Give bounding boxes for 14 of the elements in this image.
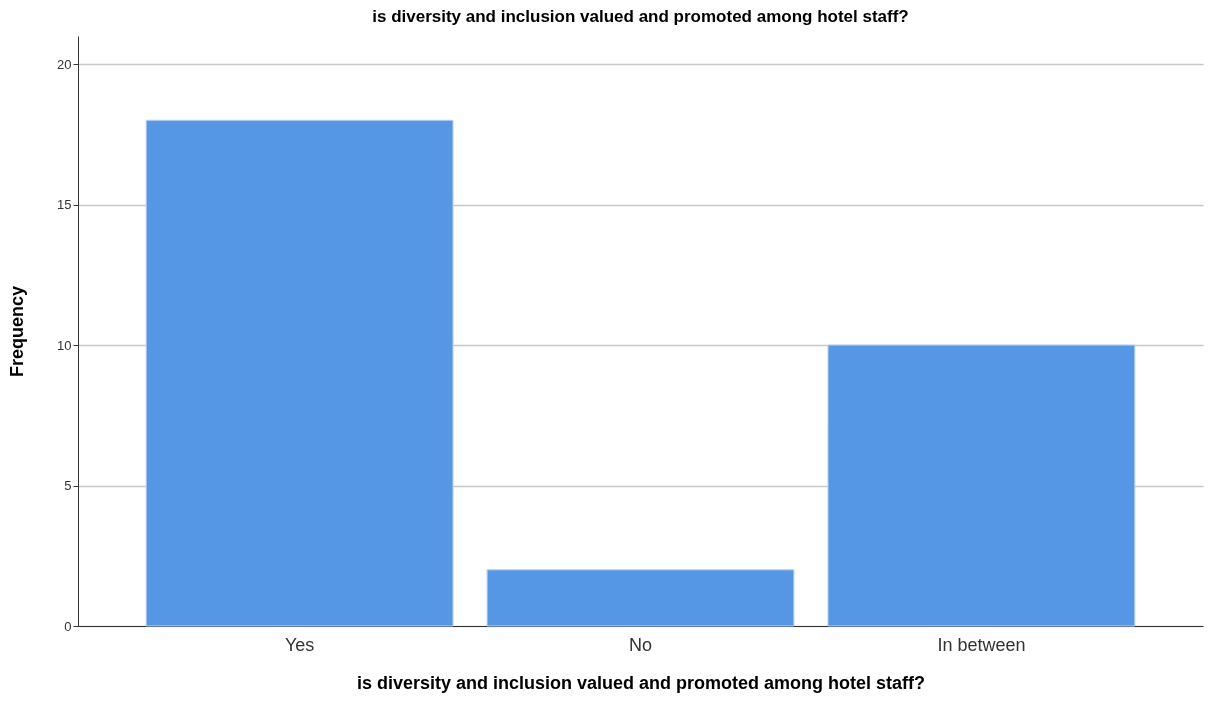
y-tick-label: 5	[64, 478, 72, 494]
x-tick-label: Yes	[284, 634, 315, 655]
y-axis-title: Frequency	[7, 285, 28, 378]
bar	[486, 569, 795, 627]
y-tick-label: 15	[57, 197, 72, 213]
chart-title: is diversity and inclusion valued and promoted among hotel staff?	[372, 7, 909, 26]
x-tick-label: No	[628, 634, 653, 655]
bar	[145, 119, 454, 627]
x-axis-title: is diversity and inclusion valued and promoted among hotel staff?	[356, 672, 926, 693]
x-tick-label: In between	[937, 634, 1026, 655]
y-tick-label: 10	[57, 337, 72, 353]
y-tick-label: 0	[64, 618, 72, 634]
y-tick-label: 20	[57, 56, 72, 72]
bar	[827, 344, 1136, 627]
